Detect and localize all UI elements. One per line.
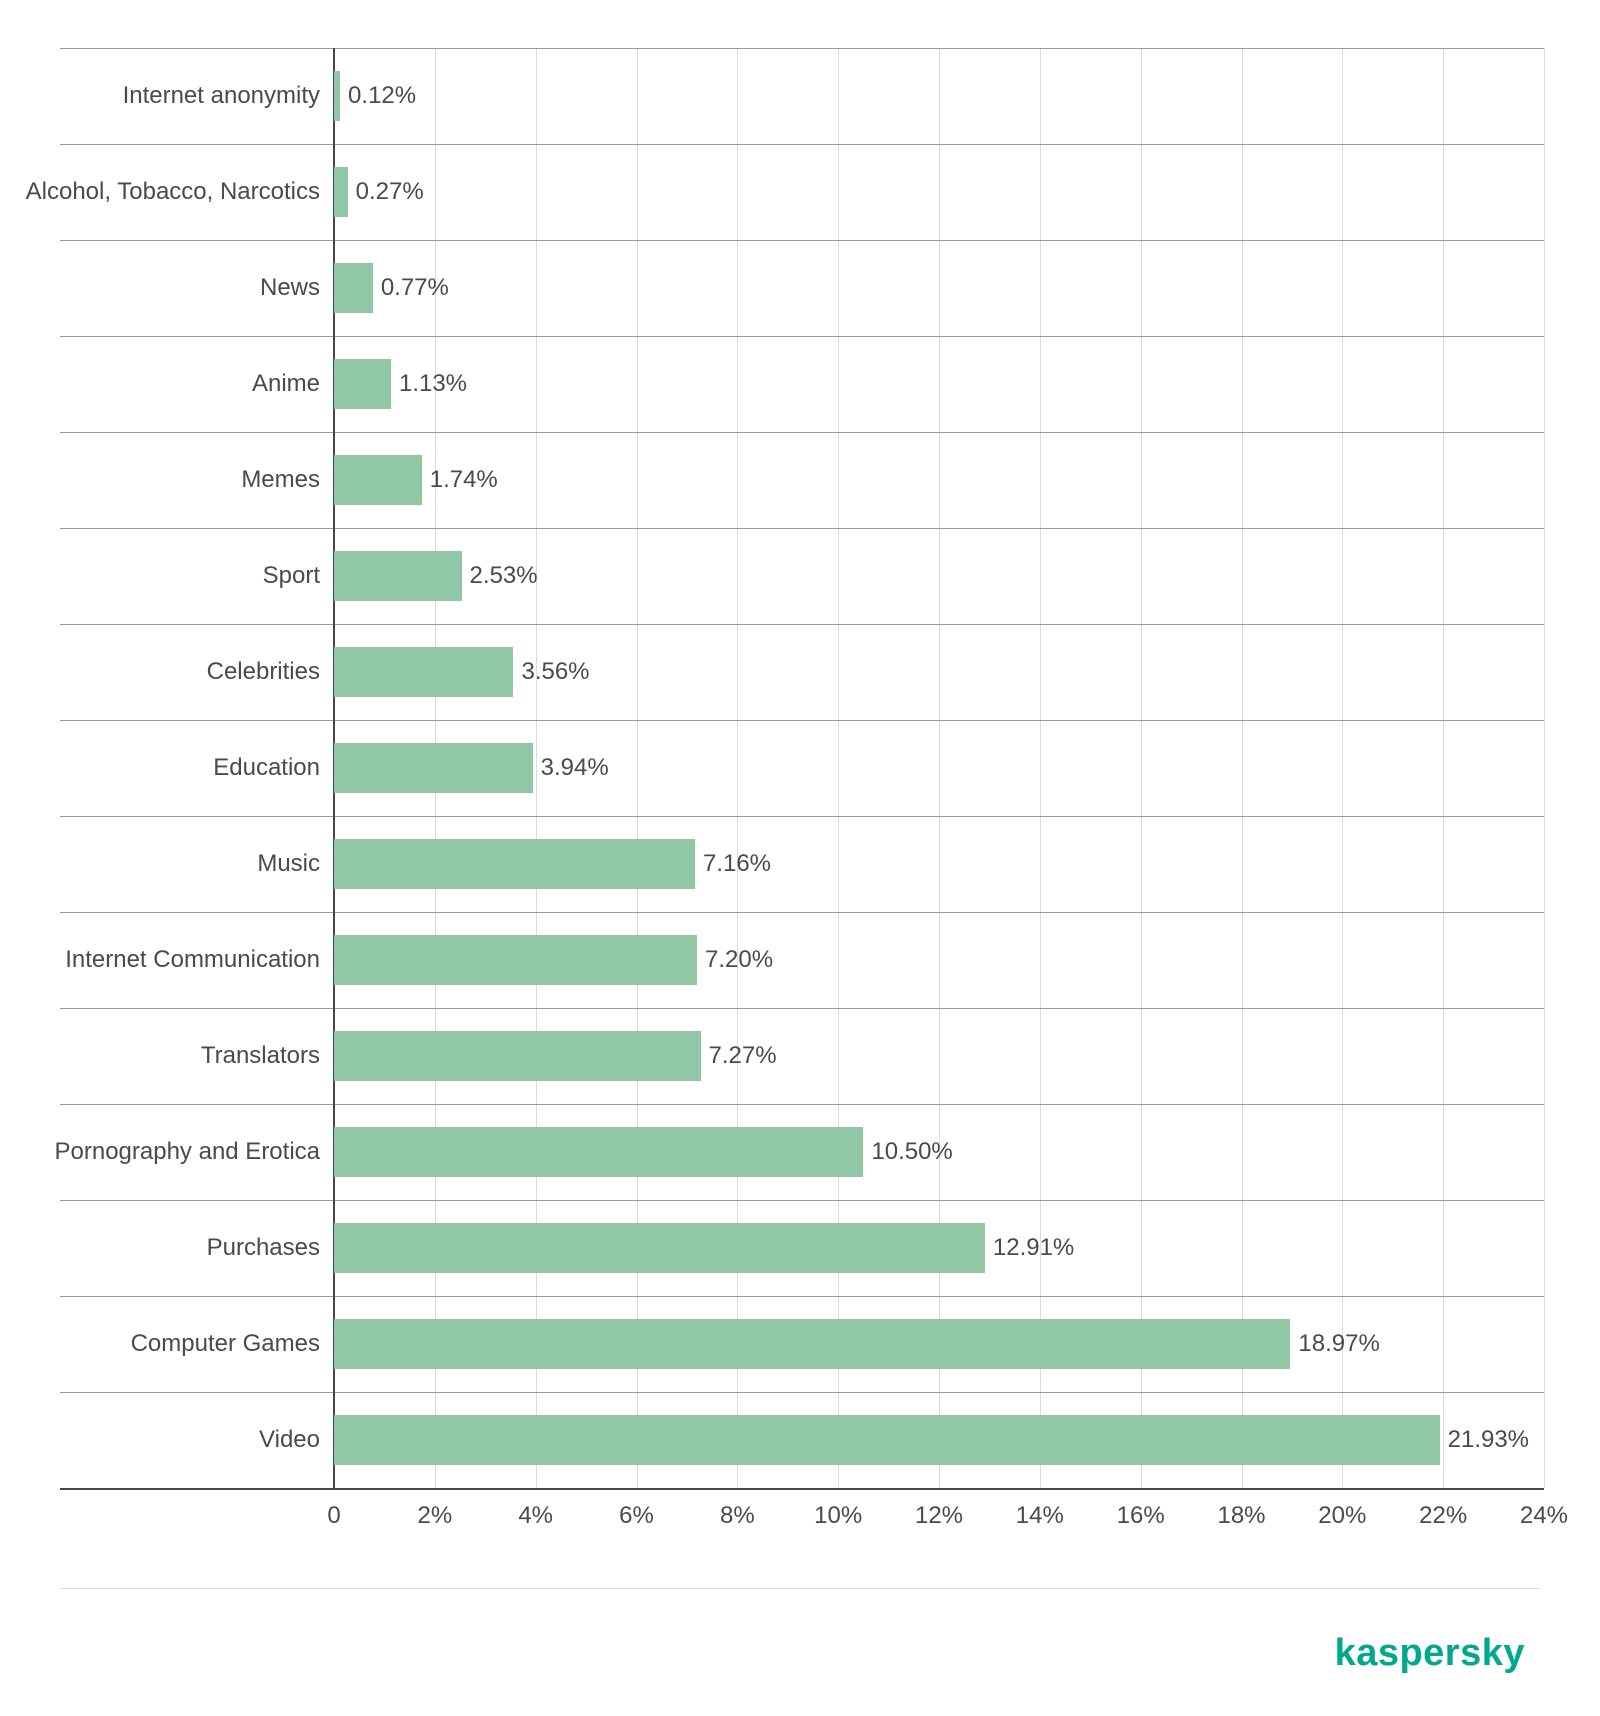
brand-logo-text: kaspersky — [1335, 1632, 1525, 1675]
bar — [334, 1223, 985, 1273]
horizontal-bar-chart: 0.12% 0.27% 0.77% 1.13% 1.74% 2.53% 3.56% 3.94%… — [334, 48, 1544, 1488]
bar-value-label: 0.12% — [348, 82, 416, 110]
x-tick-label: 8% — [720, 1502, 755, 1530]
row-separator — [60, 720, 1544, 721]
bar — [334, 455, 422, 505]
row-separator — [60, 336, 1544, 337]
row-separator — [60, 1488, 1544, 1490]
bar-value-label: 7.27% — [709, 1042, 777, 1070]
category-label: Purchases — [207, 1234, 320, 1262]
bar-value-label: 7.16% — [703, 850, 771, 878]
gridline — [1443, 48, 1444, 1488]
row-separator — [60, 432, 1544, 433]
category-label: Pornography and Erotica — [55, 1138, 321, 1166]
category-label: Alcohol, Tobacco, Narcotics — [26, 178, 320, 206]
bar — [334, 743, 533, 793]
bar-value-label: 21.93% — [1448, 1426, 1529, 1454]
row-separator — [60, 1008, 1544, 1009]
row-separator — [60, 1200, 1544, 1201]
x-tick-label: 16% — [1117, 1502, 1165, 1530]
x-tick-label: 0 — [327, 1502, 340, 1530]
row-separator — [60, 912, 1544, 913]
x-tick-label: 18% — [1217, 1502, 1265, 1530]
category-label: Music — [257, 850, 320, 878]
gridline — [1342, 48, 1343, 1488]
bar — [334, 551, 462, 601]
bar — [334, 839, 695, 889]
bar-value-label: 18.97% — [1298, 1330, 1379, 1358]
bar-value-label: 1.74% — [430, 466, 498, 494]
row-separator — [60, 48, 1544, 49]
plot-area: 0.12% 0.27% 0.77% 1.13% 1.74% 2.53% 3.56% 3.94%… — [334, 48, 1544, 1488]
bar — [334, 1127, 863, 1177]
row-separator — [60, 1296, 1544, 1297]
bar — [334, 1319, 1290, 1369]
bar-value-label: 10.50% — [871, 1138, 952, 1166]
chart-container: 0.12% 0.27% 0.77% 1.13% 1.74% 2.53% 3.56% 3.94%… — [0, 0, 1600, 1716]
gridline — [1141, 48, 1142, 1488]
x-tick-label: 12% — [915, 1502, 963, 1530]
category-label: News — [260, 274, 320, 302]
x-tick-label: 14% — [1016, 1502, 1064, 1530]
category-label: Anime — [252, 370, 320, 398]
bar-value-label: 12.91% — [993, 1234, 1074, 1262]
bar-value-label: 3.56% — [521, 658, 589, 686]
category-label: Internet Communication — [65, 946, 320, 974]
gridline — [1040, 48, 1041, 1488]
bar-value-label: 7.20% — [705, 946, 773, 974]
category-label: Computer Games — [131, 1330, 320, 1358]
bar — [334, 1031, 701, 1081]
bar — [334, 935, 697, 985]
bar-value-label: 0.77% — [381, 274, 449, 302]
row-separator — [60, 1392, 1544, 1393]
row-separator — [60, 144, 1544, 145]
bar-value-label: 1.13% — [399, 370, 467, 398]
category-label: Video — [259, 1426, 320, 1454]
category-label: Sport — [263, 562, 320, 590]
bar — [334, 167, 348, 217]
bar-value-label: 0.27% — [356, 178, 424, 206]
x-tick-label: 20% — [1318, 1502, 1366, 1530]
bar-value-label: 3.94% — [541, 754, 609, 782]
x-tick-label: 24% — [1520, 1502, 1568, 1530]
row-separator — [60, 240, 1544, 241]
footer-divider — [60, 1588, 1540, 1589]
bar-value-label: 2.53% — [470, 562, 538, 590]
bar — [334, 1415, 1440, 1465]
x-tick-label: 6% — [619, 1502, 654, 1530]
bar — [334, 359, 391, 409]
row-separator — [60, 624, 1544, 625]
category-label: Memes — [241, 466, 320, 494]
x-tick-label: 4% — [518, 1502, 553, 1530]
x-tick-label: 10% — [814, 1502, 862, 1530]
gridline — [1242, 48, 1243, 1488]
bar — [334, 263, 373, 313]
x-tick-label: 2% — [417, 1502, 452, 1530]
row-separator — [60, 1104, 1544, 1105]
bar — [334, 71, 340, 121]
category-label: Internet anonymity — [123, 82, 320, 110]
row-separator — [60, 528, 1544, 529]
x-tick-label: 22% — [1419, 1502, 1467, 1530]
bar — [334, 647, 513, 697]
row-separator — [60, 816, 1544, 817]
gridline — [1544, 48, 1545, 1488]
category-label: Celebrities — [207, 658, 320, 686]
category-label: Translators — [201, 1042, 320, 1070]
category-label: Education — [213, 754, 320, 782]
